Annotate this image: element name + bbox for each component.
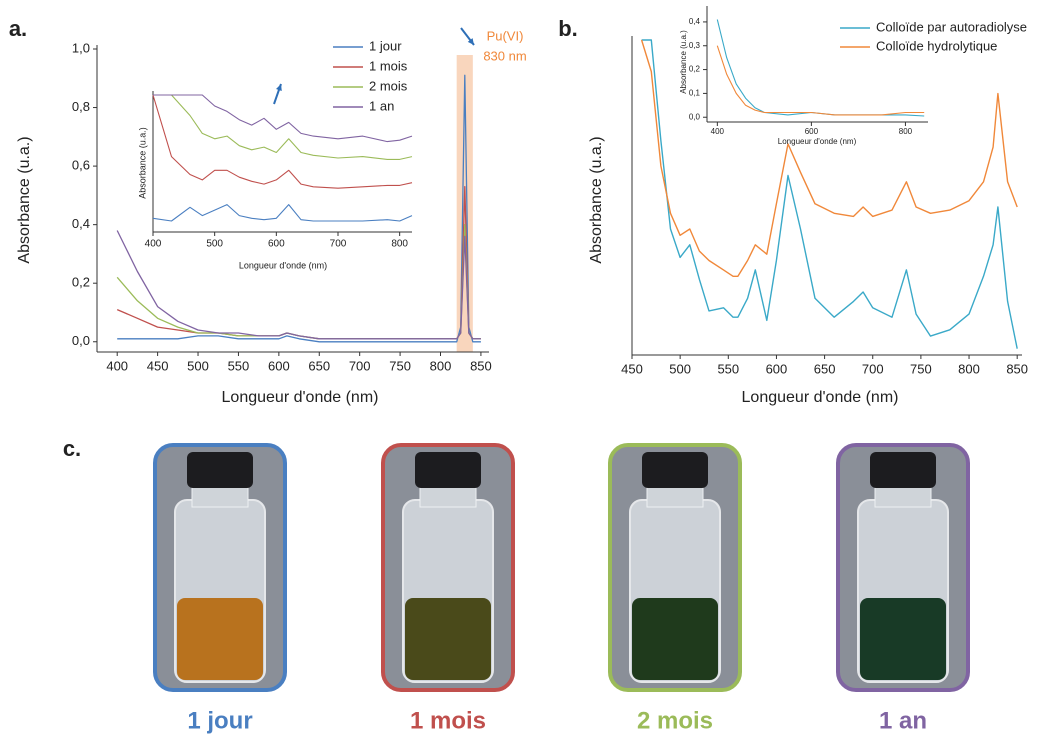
y-axis-label: Absorbance (u.a.) — [588, 136, 605, 263]
series-line — [716, 45, 925, 116]
photo-caption: 1 mois — [410, 707, 486, 734]
series-line — [152, 204, 413, 222]
series-line — [116, 224, 481, 340]
y-tick-label: 0,8 — [72, 99, 90, 114]
series-line — [153, 94, 413, 160]
photo-frame — [608, 443, 742, 692]
vial-cap — [415, 452, 481, 488]
vial-neck — [646, 484, 704, 508]
vial-liquid — [860, 598, 946, 680]
panel-label: a. — [9, 16, 27, 41]
y-tick-label: 1,0 — [72, 40, 90, 55]
x-tick-label: 500 — [187, 358, 209, 373]
vial-liquid — [405, 598, 491, 680]
x-tick-label: 600 — [766, 361, 788, 376]
panel-label: b. — [558, 16, 578, 41]
series-line — [116, 230, 481, 340]
x-tick-label: 600 — [805, 127, 819, 136]
x-tick-label: 450 — [147, 358, 169, 373]
series-line — [117, 74, 481, 343]
x-tick-label: 500 — [206, 239, 223, 250]
y-axis-label: Absorbance (u.a.) — [16, 136, 33, 263]
x-tick-label: 800 — [958, 361, 980, 376]
y-axis-label: Absorbance (u.a.) — [679, 30, 688, 94]
arrow-head — [276, 84, 282, 91]
x-tick-label: 600 — [268, 239, 285, 250]
x-tick-label: 400 — [711, 127, 725, 136]
x-tick-label: 550 — [717, 361, 739, 376]
x-tick-label: 400 — [106, 358, 128, 373]
x-tick-label: 700 — [330, 239, 347, 250]
x-tick-label: 700 — [862, 361, 884, 376]
arrow-head — [467, 38, 474, 45]
photo-frame — [381, 443, 515, 692]
chart: 450 500 550 600 650 700 750 800 850 Longueur d'on… — [558, 16, 1028, 406]
y-tick-label: 0,6 — [72, 158, 90, 173]
vial-liquid — [177, 598, 263, 680]
vial-cap — [642, 452, 708, 488]
x-axis-label: Longueur d'onde (nm) — [239, 260, 327, 270]
photo-frame — [836, 443, 970, 692]
legend-label: 2 mois — [369, 78, 408, 93]
series-line — [152, 94, 413, 189]
y-tick-label: 0,4 — [72, 216, 90, 231]
annotation: 830 nm — [483, 48, 526, 63]
x-tick-label: 800 — [899, 127, 913, 136]
chart: 400 600 800 0,0 0,1 0,2 0,3 0,4 Longueur d'onde … — [679, 6, 928, 146]
vial-neck — [191, 484, 249, 508]
x-tick-label: 800 — [391, 239, 408, 250]
chart: 400 500 600 700 800 Longueur d'onde (nm) Absor… — [137, 91, 413, 270]
vial-cap — [187, 452, 253, 488]
series-line — [641, 39, 1018, 349]
x-tick-label: 400 — [145, 239, 162, 250]
x-tick-label: 550 — [228, 358, 250, 373]
vial-cap — [870, 452, 936, 488]
y-tick-label: 0,0 — [72, 333, 90, 348]
y-tick-label: 0,4 — [689, 17, 701, 26]
y-tick-label: 0,1 — [689, 89, 701, 98]
x-tick-label: 650 — [814, 361, 836, 376]
y-axis-label: Absorbance (u.a.) — [137, 127, 147, 199]
chart: 400 450 500 550 600 650 700 750 800 850 0,0 0,2 0,4 0… — [9, 16, 527, 406]
y-tick-label: 0,2 — [72, 275, 90, 290]
series-line — [640, 39, 1018, 277]
legend-label: 1 jour — [369, 38, 402, 53]
x-tick-label: 700 — [349, 358, 371, 373]
vial-liquid — [632, 598, 718, 680]
x-tick-label: 650 — [308, 358, 330, 373]
x-tick-label: 600 — [268, 358, 290, 373]
x-tick-label: 800 — [430, 358, 452, 373]
x-tick-label: 850 — [470, 358, 492, 373]
photo-caption: 1 an — [879, 707, 927, 734]
panel-label: c. — [63, 436, 81, 461]
vial-neck — [419, 484, 477, 508]
y-tick-label: 0,3 — [689, 41, 701, 50]
legend-label: Colloïde hydrolytique — [876, 38, 997, 53]
legend-label: 1 mois — [369, 58, 408, 73]
annotation: Pu(VI) — [487, 28, 524, 43]
photo-caption: 1 jour — [187, 707, 252, 734]
y-tick-label: 0,0 — [689, 112, 701, 121]
x-axis-label: Longueur d'onde (nm) — [742, 389, 899, 406]
y-tick-label: 0,2 — [689, 65, 701, 74]
x-tick-label: 850 — [1006, 361, 1028, 376]
x-axis-label: Longueur d'onde (nm) — [222, 389, 379, 406]
vial-neck — [874, 484, 932, 508]
photo-frame — [153, 443, 287, 692]
legend-label: Colloïde par autoradiolyse — [876, 19, 1027, 34]
x-tick-label: 500 — [669, 361, 691, 376]
x-tick-label: 450 — [621, 361, 643, 376]
legend-label: 1 an — [369, 98, 394, 113]
photo-caption: 2 mois — [637, 707, 713, 734]
x-axis-label: Longueur d'onde (nm) — [778, 137, 857, 146]
series-line — [153, 94, 413, 143]
x-tick-label: 750 — [910, 361, 932, 376]
x-tick-label: 750 — [389, 358, 411, 373]
